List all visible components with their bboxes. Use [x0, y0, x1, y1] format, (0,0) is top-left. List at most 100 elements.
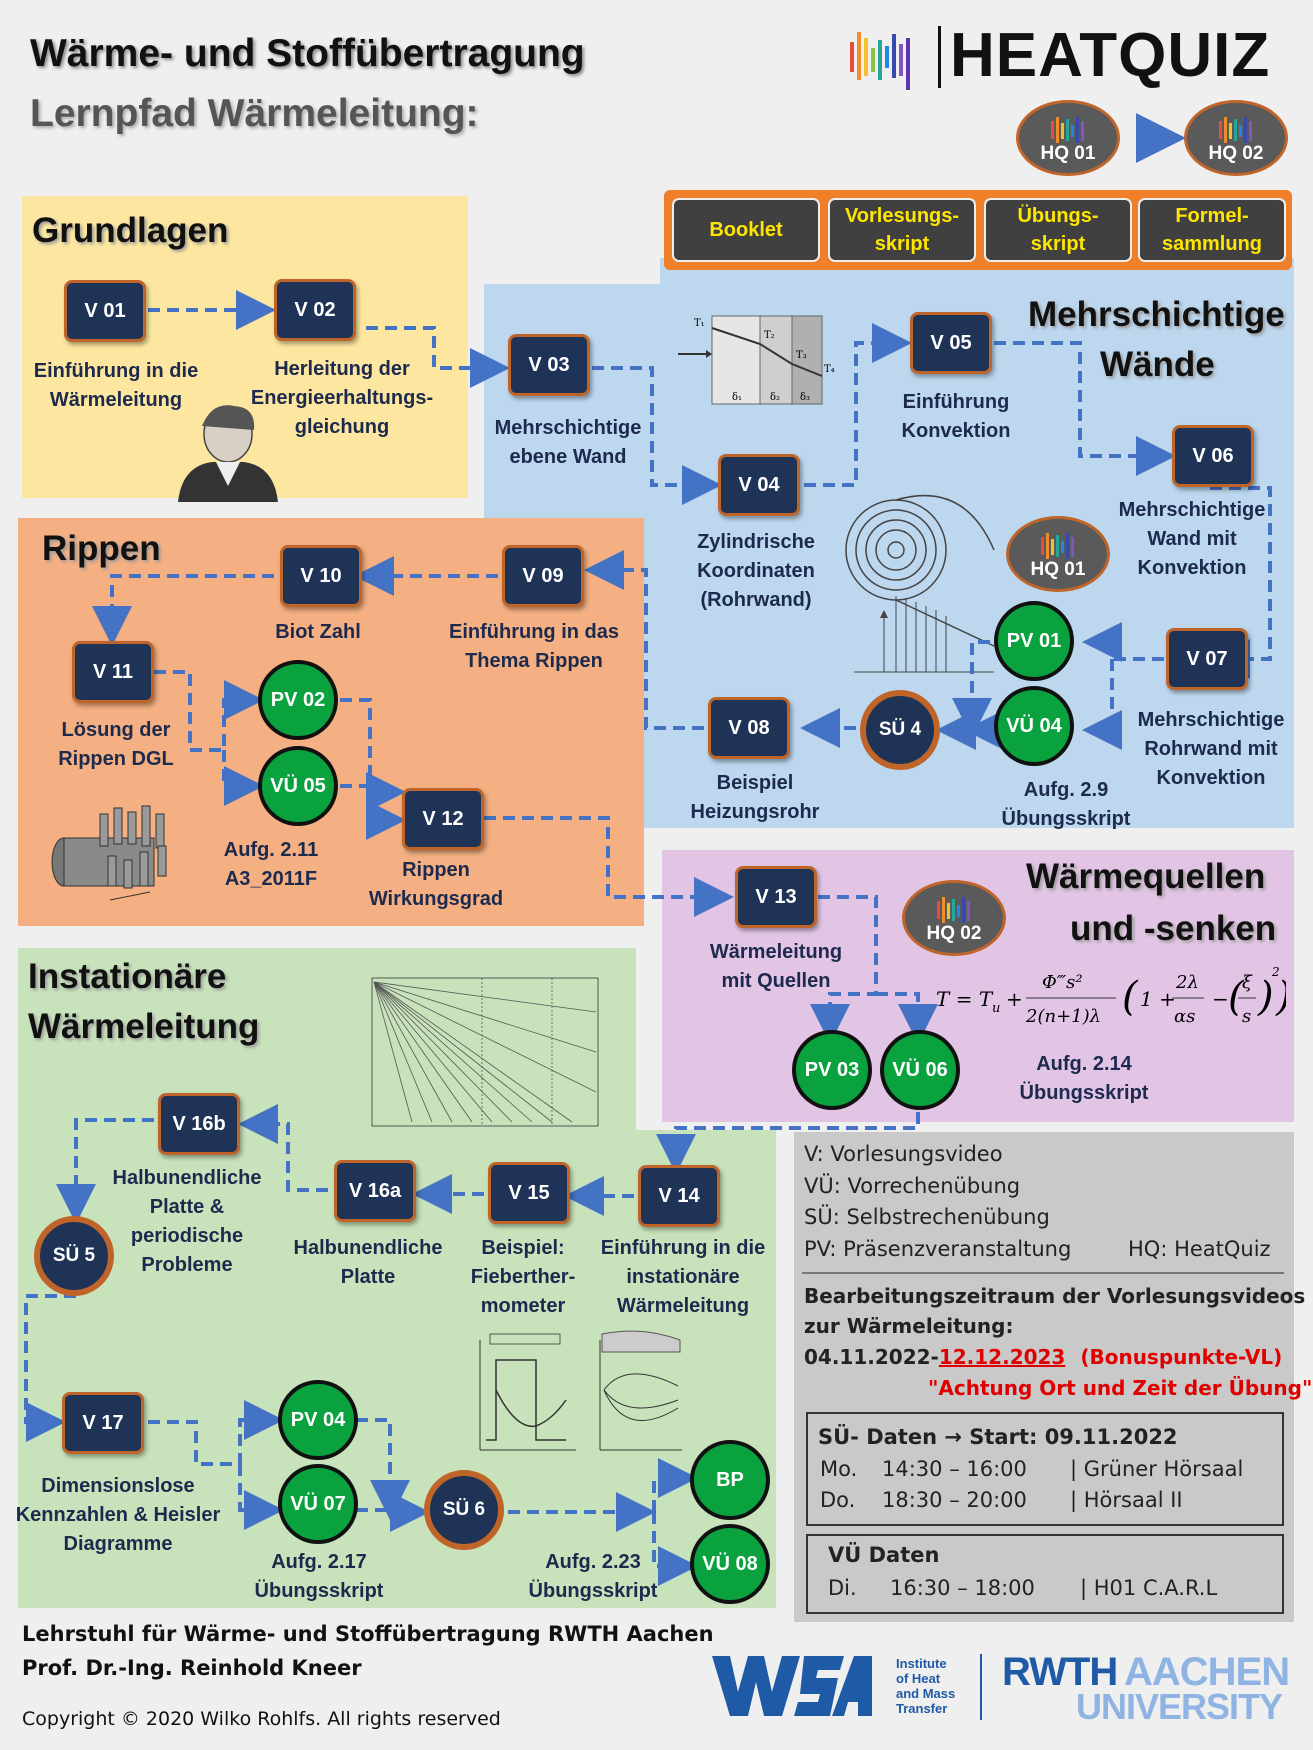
caption-v15: Beispiel: Fieberther- mometer	[470, 1237, 576, 1317]
node-v08[interactable]: V 08	[708, 697, 790, 759]
node-v15[interactable]: V 15	[488, 1162, 570, 1224]
caption-v12: Rippen Wirkungsgrad	[368, 859, 504, 910]
svg-text:(: (	[1122, 974, 1139, 1020]
node-v07[interactable]: V 07	[1166, 628, 1248, 690]
svg-text:1 +: 1 +	[1140, 987, 1176, 1011]
node-vu06[interactable]: VÜ 06	[880, 1030, 960, 1110]
caption-v16b: Halbunendliche Platte & periodische Prob…	[112, 1167, 262, 1276]
node-v06[interactable]: V 06	[1172, 425, 1254, 487]
uebungsskript-button[interactable]: Übungs- skript	[984, 198, 1132, 262]
vu-row1-room: | H01 C.A.R.L	[1080, 1576, 1218, 1600]
node-su4[interactable]: SÜ 4	[860, 690, 940, 770]
heisler-chart-image-icon	[371, 977, 599, 1127]
caption-v04: Zylindrische Koordinaten (Rohrwand)	[697, 531, 815, 611]
svg-text:+: +	[1006, 987, 1023, 1011]
hq-01-label: HQ 01	[1040, 143, 1096, 164]
hq-01-badge[interactable]: HQ 01	[1006, 516, 1110, 592]
su-row2-time: 18:30 – 20:00	[882, 1488, 1027, 1512]
page-subtitle: Lernpfad Wärmeleitung:	[30, 92, 479, 135]
caption-v16a: Halbunendliche Platte	[293, 1237, 443, 1288]
hq-logo-icon	[1051, 117, 1084, 143]
node-v10[interactable]: V 10	[280, 545, 362, 607]
period-warning: "Achtung Ort und Zeit der Übung"	[928, 1376, 1313, 1400]
fourier-portrait-icon	[178, 405, 278, 502]
node-v17[interactable]: V 17	[62, 1392, 144, 1454]
caption-vu05: Aufg. 2.11 A3_2011F	[223, 839, 319, 890]
node-vu07[interactable]: VÜ 07	[278, 1464, 358, 1544]
wsa-logo-icon	[712, 1656, 872, 1716]
section-rippen-title: Rippen	[42, 529, 161, 568]
svg-text:s: s	[1242, 1006, 1251, 1027]
node-v09[interactable]: V 09	[502, 545, 584, 607]
node-v01[interactable]: V 01	[64, 280, 146, 342]
svg-text:δ₃: δ₃	[800, 392, 810, 403]
svg-text:−: −	[1212, 987, 1229, 1011]
node-v04[interactable]: V 04	[718, 454, 800, 516]
node-v16b[interactable]: V 16b	[158, 1093, 240, 1155]
caption-v05: Einführung Konvektion	[901, 391, 1011, 442]
fin-tube-image-icon	[51, 805, 167, 901]
page-title: Wärme- und Stoffübertragung	[30, 32, 585, 75]
fieberthermometer-plot-icon	[479, 1330, 682, 1451]
heatquiz-logo-icon	[850, 32, 910, 90]
node-su6[interactable]: SÜ 6	[424, 1470, 504, 1550]
node-v13[interactable]: V 13	[735, 866, 817, 928]
node-v05[interactable]: V 05	[910, 312, 992, 374]
legend-v: V: Vorlesungsvideo	[804, 1142, 1003, 1166]
temperature-formula-image: T = T u + Φ‴s² 2(n+1)λ ( 1 + 2λ αs − ( ξ…	[936, 958, 1292, 1041]
svg-text:2(n+1)λ: 2(n+1)λ	[1025, 1006, 1101, 1027]
su-dates-box	[806, 1412, 1284, 1526]
node-v11[interactable]: V 11	[72, 641, 154, 703]
node-v03[interactable]: V 03	[508, 334, 590, 396]
caption-v07: Mehrschichtige Rohrwand mit Konvektion	[1137, 709, 1285, 789]
legend-divider	[802, 1272, 1284, 1274]
heatquiz-logo[interactable]: HEATQUIZ	[848, 20, 1296, 92]
footer-institute: Lehrstuhl für Wärme- und Stoffübertragun…	[22, 1622, 714, 1646]
rwth-logo-university: UNIVERSITY	[1076, 1686, 1283, 1727]
caption-v02: Herleitung der Energieerhaltungs- gleich…	[250, 358, 434, 438]
vorlesungsskript-button[interactable]: Vorlesungs- skript	[828, 198, 976, 262]
period-dates: 04.11.2022-12.12.2023 (Bonuspunkte-VL)	[804, 1342, 1282, 1372]
node-pv01[interactable]: PV 01	[994, 601, 1074, 681]
formelsammlung-button[interactable]: Formel- sammlung	[1138, 198, 1286, 262]
vu-row1-day: Di.	[828, 1576, 857, 1600]
booklet-button[interactable]: Booklet	[672, 198, 820, 262]
svg-text:T₃: T₃	[796, 350, 807, 361]
svg-text:2: 2	[1271, 965, 1280, 979]
node-pv04[interactable]: PV 04	[278, 1380, 358, 1460]
node-vu08[interactable]: VÜ 08	[690, 1524, 770, 1604]
hq-02-badge-top[interactable]: HQ 02	[1184, 100, 1288, 176]
node-bp[interactable]: BP	[690, 1440, 770, 1520]
node-vu05[interactable]: VÜ 05	[258, 746, 338, 826]
hq-logo-icon	[937, 897, 970, 923]
node-v12[interactable]: V 12	[402, 788, 484, 850]
hq-01-label: HQ 01	[1030, 559, 1086, 580]
svg-text:T₁: T₁	[694, 318, 705, 329]
node-v14[interactable]: V 14	[638, 1165, 720, 1227]
caption-v14: Einführung in die instationäre Wärmeleit…	[600, 1237, 766, 1317]
vu-dates-box	[806, 1534, 1284, 1614]
node-v02[interactable]: V 02	[274, 279, 356, 341]
svg-text:u: u	[992, 1001, 1000, 1016]
caption-v11: Lösung der Rippen DGL	[58, 719, 174, 770]
rwth-logo[interactable]: RWTH AACHEN UNIVERSITY	[1002, 1650, 1302, 1730]
multilayer-wall-diagram-icon: T₁ T₂ T₃ T₄ δ₁ δ₂ δ₃	[678, 315, 835, 405]
node-pv02[interactable]: PV 02	[258, 660, 338, 740]
hq-02-badge[interactable]: HQ 02	[902, 880, 1006, 956]
node-su5[interactable]: SÜ 5	[34, 1216, 114, 1296]
su-dates-title: SÜ- Daten → Start: 09.11.2022	[818, 1425, 1178, 1449]
svg-text:T₄: T₄	[824, 364, 835, 375]
hq-01-badge-top[interactable]: HQ 01	[1016, 100, 1120, 176]
su-row2-room: | Hörsaal II	[1070, 1488, 1183, 1512]
hq-logo-icon	[1041, 533, 1074, 559]
su-row1-time: 14:30 – 16:00	[882, 1457, 1027, 1481]
hq-logo-icon	[1219, 117, 1252, 143]
node-vu04[interactable]: VÜ 04	[994, 686, 1074, 766]
svg-text:αs: αs	[1174, 1006, 1195, 1027]
logo-text: HEATQUIZ	[950, 21, 1271, 90]
caption-vu07: Aufg. 2.17 Übungsskript	[254, 1551, 384, 1602]
node-v16a[interactable]: V 16a	[334, 1160, 416, 1222]
wsa-logo[interactable]: Institute of Heat and Mass Transfer	[708, 1652, 978, 1724]
section-mehrschichtige-title-1: Mehrschichtige	[1028, 295, 1285, 334]
node-pv03[interactable]: PV 03	[792, 1030, 872, 1110]
